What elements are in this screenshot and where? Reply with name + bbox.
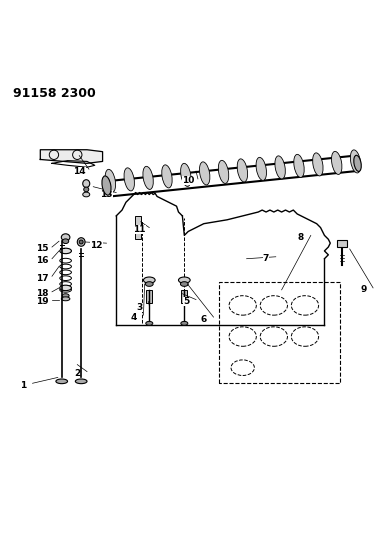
Text: 3: 3 <box>136 303 143 312</box>
Ellipse shape <box>105 169 116 192</box>
Ellipse shape <box>162 165 172 188</box>
Ellipse shape <box>143 166 153 189</box>
Text: 5: 5 <box>183 297 189 306</box>
Ellipse shape <box>60 285 71 290</box>
Text: 10: 10 <box>182 176 194 185</box>
Ellipse shape <box>332 151 342 174</box>
Text: 7: 7 <box>263 254 269 263</box>
Ellipse shape <box>62 239 69 244</box>
Ellipse shape <box>313 153 323 176</box>
Ellipse shape <box>61 297 70 301</box>
Ellipse shape <box>77 238 85 246</box>
Text: 1: 1 <box>20 381 26 390</box>
Bar <box>337 240 347 247</box>
Ellipse shape <box>354 155 361 172</box>
Ellipse shape <box>294 155 304 177</box>
Ellipse shape <box>350 150 361 173</box>
Text: 91158 2300: 91158 2300 <box>13 87 96 100</box>
Text: 9: 9 <box>360 285 367 294</box>
Text: 11: 11 <box>133 225 146 234</box>
Text: 17: 17 <box>36 273 49 282</box>
Ellipse shape <box>61 234 70 241</box>
Ellipse shape <box>56 379 67 384</box>
Ellipse shape <box>60 248 71 254</box>
Bar <box>181 290 187 303</box>
Text: 19: 19 <box>36 297 49 306</box>
Ellipse shape <box>146 321 153 325</box>
Ellipse shape <box>181 321 188 325</box>
Text: 4: 4 <box>131 312 137 321</box>
Ellipse shape <box>145 281 153 286</box>
Text: 2: 2 <box>74 369 80 378</box>
Ellipse shape <box>180 281 188 286</box>
Ellipse shape <box>79 240 83 244</box>
Text: 14: 14 <box>73 167 85 176</box>
Text: 12: 12 <box>91 240 103 249</box>
Text: 15: 15 <box>36 245 49 254</box>
Bar <box>134 216 141 239</box>
Ellipse shape <box>256 157 267 181</box>
Ellipse shape <box>83 192 90 197</box>
Ellipse shape <box>84 187 89 192</box>
Text: 13: 13 <box>100 190 113 199</box>
Text: 8: 8 <box>298 233 304 242</box>
Ellipse shape <box>178 277 190 283</box>
Bar <box>146 290 152 303</box>
Ellipse shape <box>275 156 285 179</box>
Ellipse shape <box>218 160 229 183</box>
Ellipse shape <box>83 180 90 188</box>
Ellipse shape <box>237 159 248 182</box>
Text: 16: 16 <box>36 256 49 265</box>
Ellipse shape <box>143 277 155 283</box>
Ellipse shape <box>124 168 134 191</box>
Text: 6: 6 <box>201 314 207 324</box>
Polygon shape <box>40 150 103 163</box>
Ellipse shape <box>181 163 191 187</box>
Ellipse shape <box>75 379 87 384</box>
Text: 18: 18 <box>36 289 49 298</box>
Ellipse shape <box>102 176 111 195</box>
Ellipse shape <box>200 162 210 185</box>
Ellipse shape <box>62 294 69 297</box>
